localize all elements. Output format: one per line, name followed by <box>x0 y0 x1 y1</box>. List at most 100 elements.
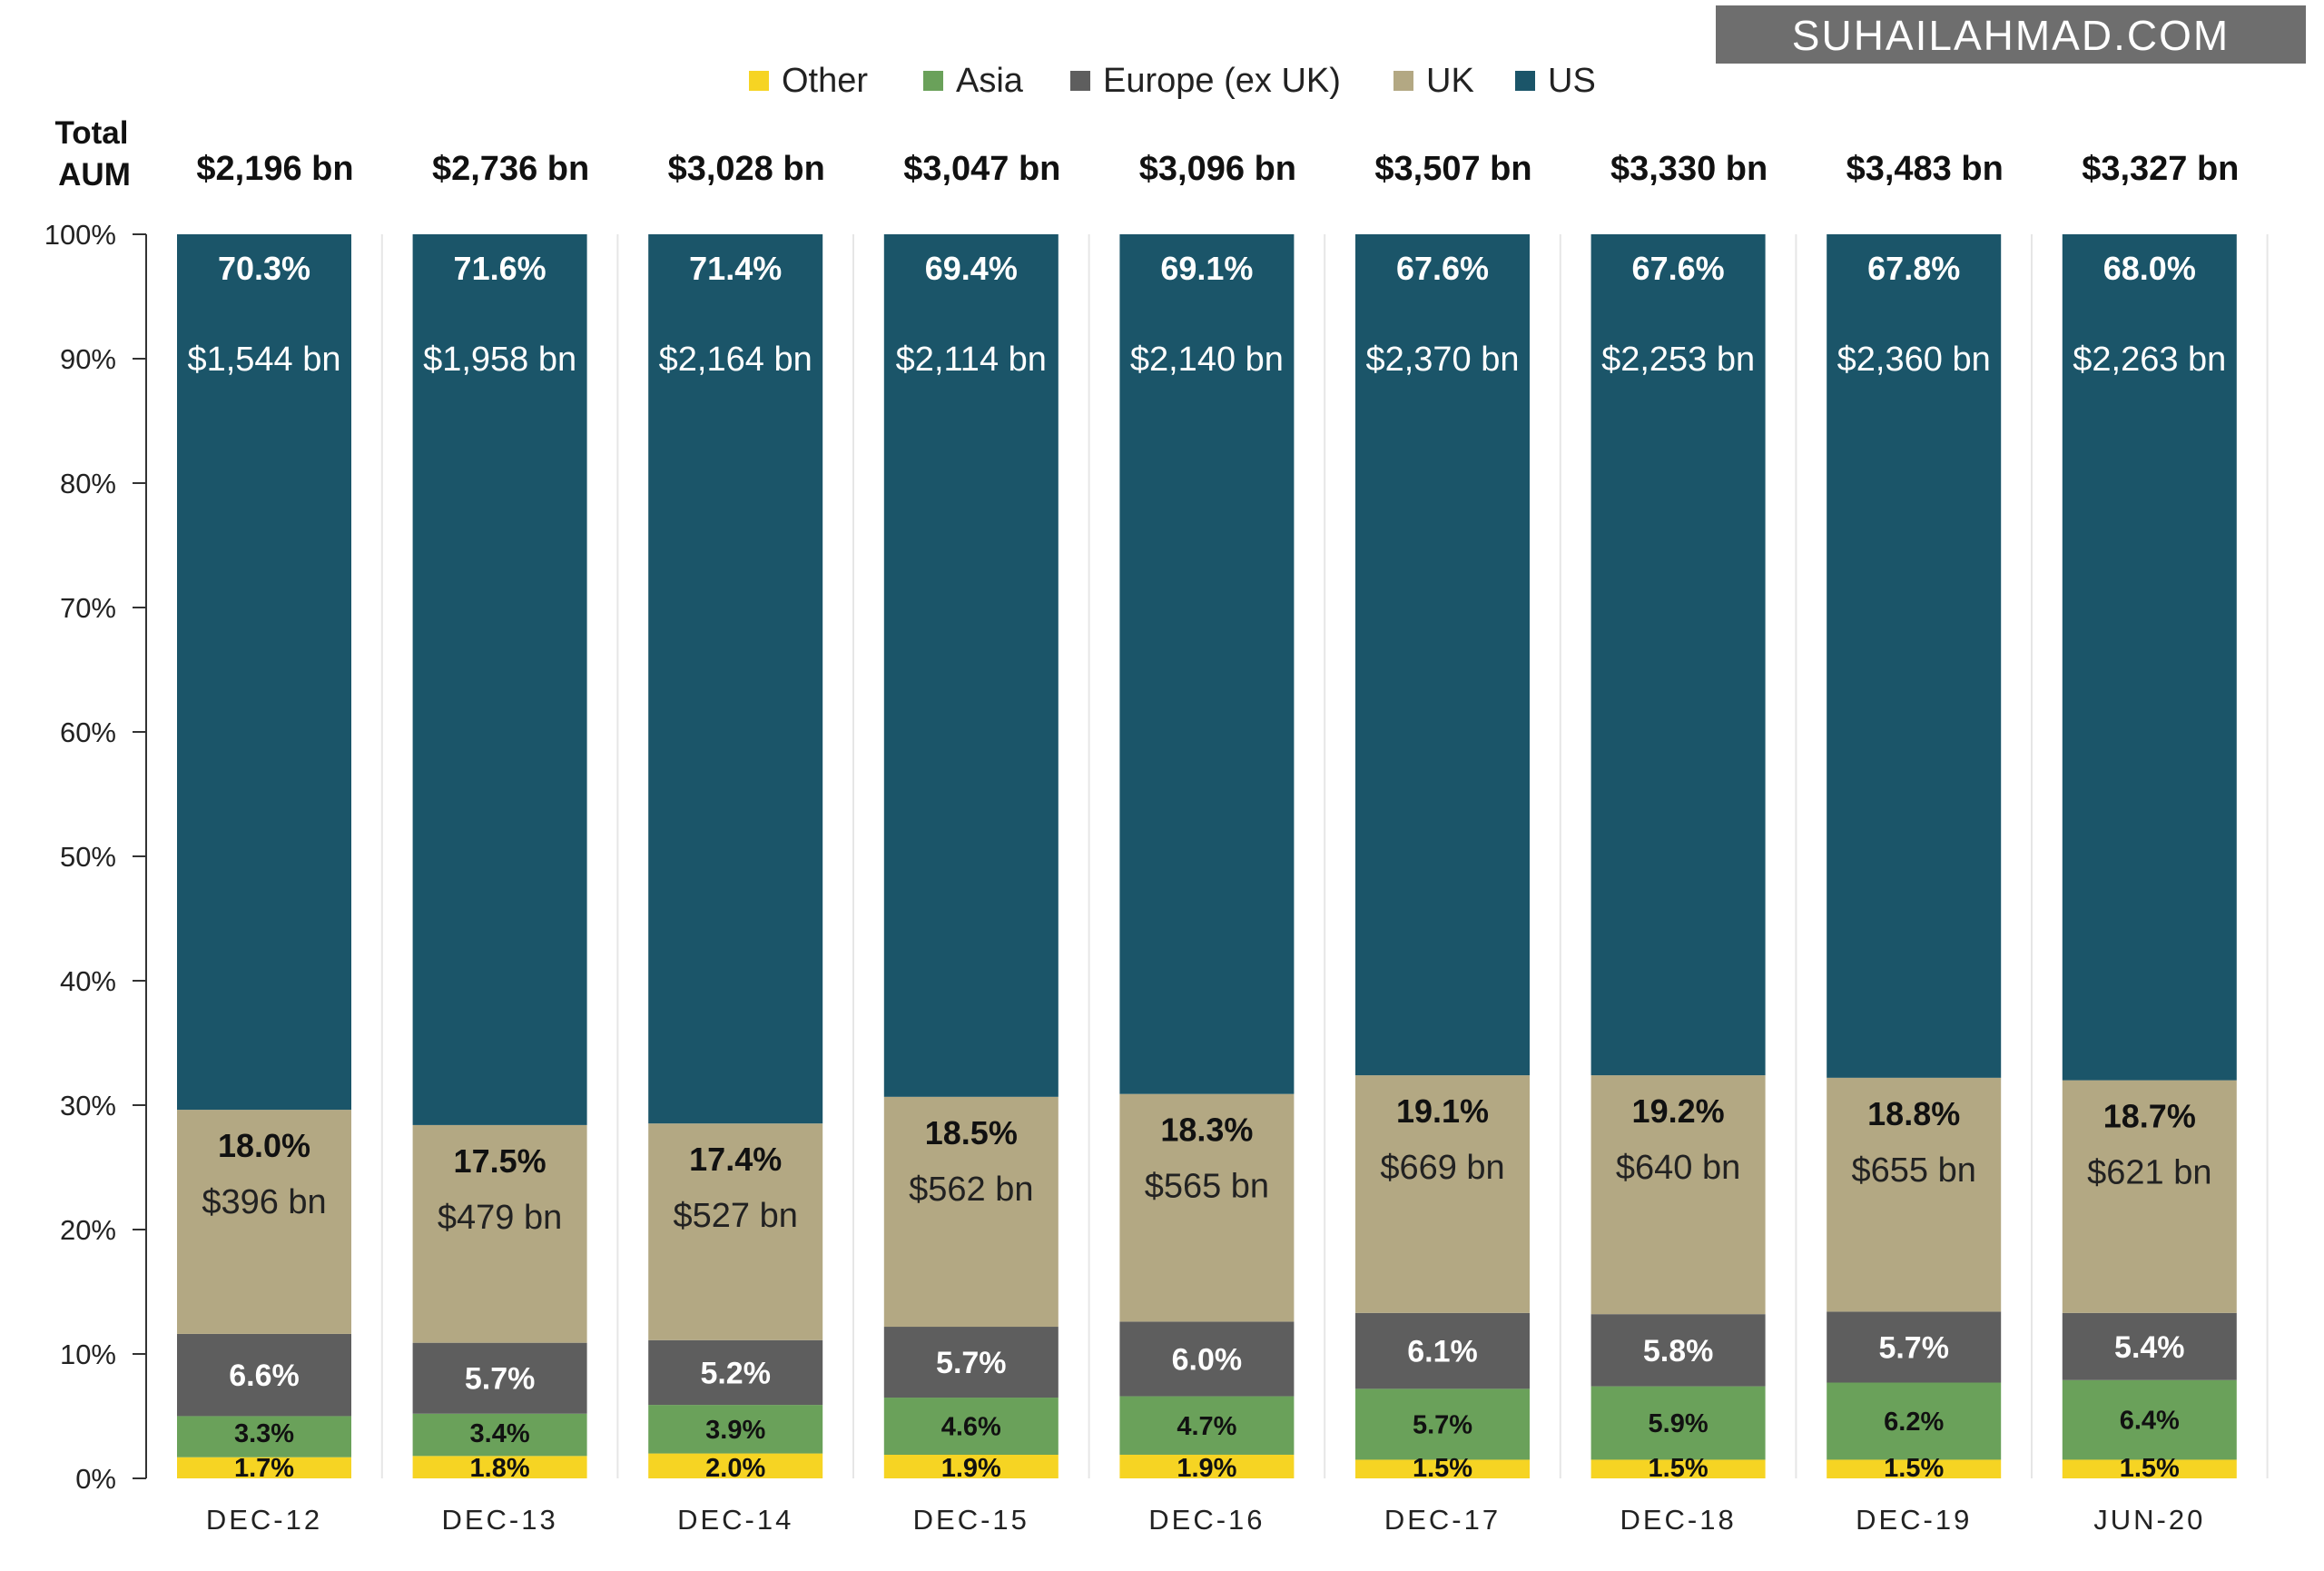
bar-segment-asia <box>177 1416 351 1457</box>
data-label-pct: 69.4% <box>925 250 1018 287</box>
data-label-pct: 17.4% <box>689 1141 782 1178</box>
data-label-pct: 1.5% <box>2120 1454 2180 1483</box>
total-aum-value: $3,483 bn <box>1846 150 2004 188</box>
y-tick-label: 70% <box>60 592 116 624</box>
bar-segment-europe-ex-uk- <box>2062 1312 2237 1380</box>
y-tick-label: 60% <box>60 716 116 748</box>
data-label-amount: $2,164 bn <box>659 341 812 379</box>
legend-item: UK <box>1393 62 1474 100</box>
bar-segment-other <box>1590 1459 1766 1478</box>
data-label-pct: 5.4% <box>2114 1330 2185 1365</box>
data-label-pct: 1.5% <box>1884 1454 1944 1483</box>
bar-segment-europe-ex-uk- <box>1119 1321 1295 1397</box>
data-label-pct: 19.1% <box>1396 1092 1489 1130</box>
data-label-pct: 17.5% <box>454 1142 547 1180</box>
bar-segment-uk <box>648 1123 823 1340</box>
bar-segment-other <box>177 1457 351 1478</box>
data-label-amount: $479 bn <box>438 1199 562 1237</box>
bar-segment-uk <box>1119 1093 1295 1322</box>
data-label-pct: 3.9% <box>705 1416 765 1445</box>
data-label-amount: $655 bn <box>1852 1151 1976 1190</box>
y-tick-label: 10% <box>60 1339 116 1370</box>
data-label-pct: 1.9% <box>941 1454 1001 1483</box>
data-label-pct: 18.3% <box>1160 1112 1253 1149</box>
data-label-amount: $396 bn <box>202 1183 326 1221</box>
y-tick-label: 100% <box>44 219 116 251</box>
total-aum-value: $3,028 bn <box>668 150 825 188</box>
legend-swatch <box>1515 71 1535 91</box>
y-tick-label: 80% <box>60 468 116 499</box>
data-label-pct: 71.4% <box>689 250 782 287</box>
data-label-amount: $2,360 bn <box>1837 341 1991 379</box>
data-label-pct: 5.7% <box>936 1346 1007 1380</box>
bars: 1.7% 3.3% 6.6% 18.0% $396 bn 70.3% $1,544 bn DE… <box>177 234 2237 1536</box>
data-label-pct: 5.2% <box>700 1356 771 1390</box>
watermark-band <box>1716 5 2306 64</box>
data-label-amount: $565 bn <box>1145 1168 1269 1206</box>
bar-segment-asia <box>1590 1386 1766 1460</box>
bar-stack: 1.8% 3.4% 5.7% 17.5% $479 bn 71.6% $1,958 bn DE… <box>412 234 587 1536</box>
legend-label: Other <box>782 62 868 100</box>
legend: Other Asia Europe (ex UK) UK US <box>749 62 1596 100</box>
data-label-pct: 71.6% <box>454 250 547 287</box>
x-tick-label: DEC-13 <box>441 1504 557 1536</box>
bar-stack: 1.5% 5.7% 6.1% 19.1% $669 bn 67.6% $2,370 bn DE… <box>1355 234 1530 1536</box>
data-label-amount: $2,114 bn <box>896 341 1047 379</box>
bar-segment-asia <box>2062 1379 2237 1460</box>
watermark-text: SUHAILAHMAD.COM <box>1792 12 2230 59</box>
legend-swatch <box>1070 71 1090 91</box>
bar-segment-europe-ex-uk- <box>1827 1311 2002 1383</box>
data-label-pct: 6.6% <box>229 1359 300 1393</box>
total-aum-value: $2,736 bn <box>432 150 589 188</box>
bar-segment-other <box>883 1454 1059 1478</box>
x-tick-label: DEC-17 <box>1384 1504 1501 1536</box>
bar-segment-asia <box>412 1413 587 1457</box>
y-tick-label: 40% <box>60 965 116 997</box>
legend-label: UK <box>1426 62 1474 100</box>
data-label-pct: 1.8% <box>470 1454 530 1483</box>
bar-segment-other <box>412 1456 587 1478</box>
data-label-amount: $562 bn <box>909 1171 1033 1209</box>
bar-stack: 1.5% 6.2% 5.7% 18.8% $655 bn 67.8% $2,360 bn DE… <box>1827 234 2002 1536</box>
bar-segment-us <box>1119 234 1295 1094</box>
data-label-pct: 5.8% <box>1643 1334 1714 1368</box>
data-label-pct: 6.1% <box>1407 1335 1478 1369</box>
bar-segment-asia <box>1119 1396 1295 1455</box>
y-tick-label: 50% <box>60 841 116 873</box>
legend-item: Europe (ex UK) <box>1070 62 1341 100</box>
data-label-pct: 1.5% <box>1413 1454 1472 1483</box>
bar-stack: 1.9% 4.7% 6.0% 18.3% $565 bn 69.1% $2,140 bn DE… <box>1119 234 1295 1536</box>
y-tick-label: 0% <box>75 1463 116 1495</box>
data-label-pct: 68.0% <box>2103 250 2196 287</box>
data-label-amount: $621 bn <box>2087 1154 2211 1192</box>
data-label-pct: 3.3% <box>234 1419 294 1448</box>
data-label-amount: $2,253 bn <box>1601 341 1755 379</box>
bar-stack: 2.0% 3.9% 5.2% 17.4% $527 bn 71.4% $2,164 bn DE… <box>648 234 823 1536</box>
total-aum-value: $2,196 bn <box>196 150 353 188</box>
bar-segment-uk <box>1827 1077 2002 1312</box>
data-label-pct: 2.0% <box>705 1454 765 1483</box>
data-label-amount: $2,263 bn <box>2073 341 2226 379</box>
data-label-amount: $1,544 bn <box>187 341 340 379</box>
bar-segment-asia <box>648 1405 823 1454</box>
data-label-pct: 1.5% <box>1649 1454 1709 1483</box>
bar-segment-uk <box>2062 1080 2237 1313</box>
data-label-pct: 18.7% <box>2103 1098 2196 1135</box>
legend-item: Other <box>749 62 868 100</box>
data-label-pct: 18.8% <box>1867 1095 1960 1132</box>
bar-segment-other <box>1119 1454 1295 1478</box>
data-label-pct: 1.9% <box>1177 1454 1236 1483</box>
data-label-pct: 18.0% <box>218 1127 310 1164</box>
legend-label: US <box>1548 62 1596 100</box>
total-aum-label-line1: Total <box>54 115 128 151</box>
data-label-pct: 6.0% <box>1172 1342 1243 1377</box>
data-label-amount: $640 bn <box>1616 1149 1740 1187</box>
legend-label: Asia <box>956 62 1024 100</box>
bar-stack: 1.7% 3.3% 6.6% 18.0% $396 bn 70.3% $1,544 bn DE… <box>177 234 351 1536</box>
bar-segment-uk <box>177 1110 351 1334</box>
data-label-pct: 18.5% <box>925 1114 1018 1151</box>
data-label-pct: 6.4% <box>2120 1407 2180 1436</box>
bar-segment-other <box>1827 1459 2002 1478</box>
data-label-pct: 67.6% <box>1632 250 1725 287</box>
